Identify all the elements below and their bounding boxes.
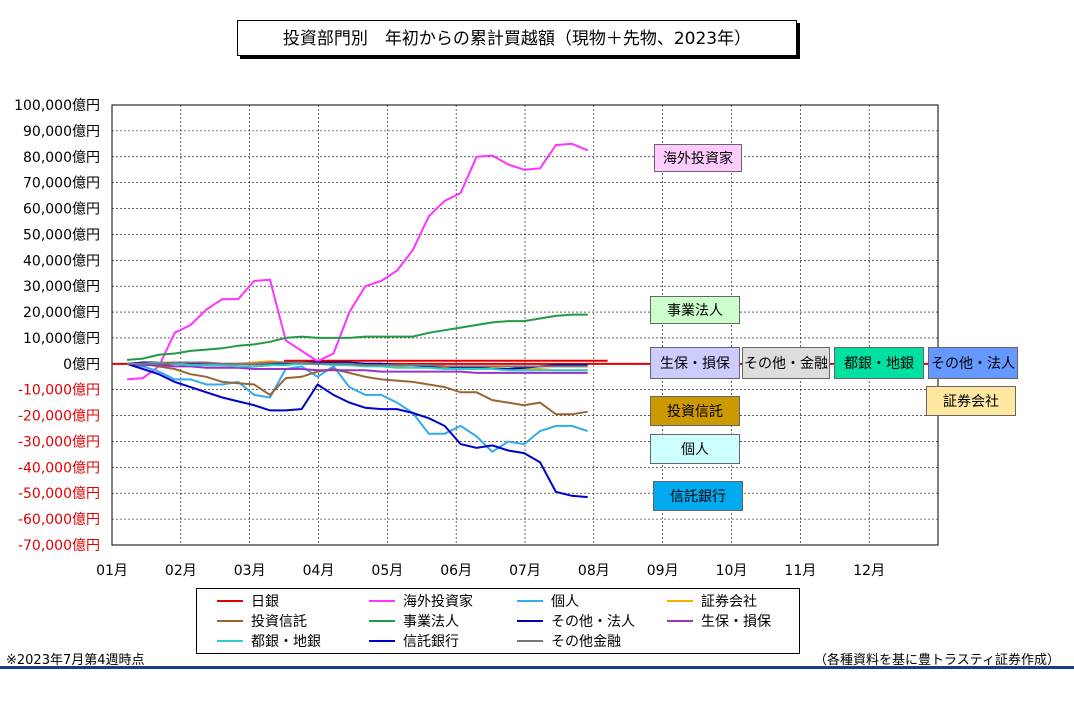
y-tick-label: -10,000億円 xyxy=(18,383,100,399)
y-tick-label: -50,000億円 xyxy=(18,486,100,502)
series-line-都銀・地銀 xyxy=(127,361,588,372)
legend-item-証券会社: 証券会社 xyxy=(667,591,757,611)
annotation-海外投資家: 海外投資家 xyxy=(654,144,742,172)
y-tick-label: 50,000億円 xyxy=(23,227,100,243)
x-tick-label: 06月 xyxy=(440,563,472,579)
y-tick-label: 90,000億円 xyxy=(23,124,100,140)
chart-title: 投資部門別 年初からの累計買越額（現物＋先物、2023年） xyxy=(237,20,797,56)
legend-item-その他・法人: その他・法人 xyxy=(517,611,635,631)
legend-label: 投資信託 xyxy=(251,614,307,630)
legend-label: 証券会社 xyxy=(701,594,757,610)
legend-swatch xyxy=(667,620,693,622)
legend-item-海外投資家: 海外投資家 xyxy=(369,591,473,611)
legend-item-日銀: 日銀 xyxy=(217,591,279,611)
x-tick-label: 11月 xyxy=(784,563,816,579)
x-tick-label: 04月 xyxy=(303,563,335,579)
x-tick-label: 12月 xyxy=(853,563,885,579)
legend-item-その他金融: その他金融 xyxy=(517,631,621,651)
annotation-信託銀行: 信託銀行 xyxy=(653,481,743,511)
series-line-信託銀行 xyxy=(126,362,588,499)
y-tick-label: 60,000億円 xyxy=(23,202,100,218)
legend-swatch xyxy=(369,600,395,602)
y-tick-label: 30,000億円 xyxy=(23,279,100,295)
legend-label: その他金融 xyxy=(551,634,621,650)
legend-item-生保・損保: 生保・損保 xyxy=(667,611,771,631)
series-line-投資信託 xyxy=(127,362,588,416)
annotation-個人: 個人 xyxy=(650,434,740,464)
legend-swatch xyxy=(217,600,243,602)
y-tick-label: -30,000億円 xyxy=(18,434,100,450)
y-tick-label: 20,000億円 xyxy=(23,305,100,321)
chart-legend: 日銀 海外投資家 個人 証券会社投資信託 事業法人 その他・法人 生保・損保都銀・地銀 信託銀… xyxy=(196,588,800,654)
annotation-生保・損保: 生保・損保 xyxy=(650,347,740,379)
annotation-都銀・地銀: 都銀・地銀 xyxy=(834,347,924,379)
y-tick-label: -40,000億円 xyxy=(18,460,100,476)
annotation-証券会社: 証券会社 xyxy=(926,386,1016,416)
y-tick-label: 10,000億円 xyxy=(23,331,100,347)
series-line-生保・損保 xyxy=(126,362,588,374)
y-tick-label: -70,000億円 xyxy=(18,538,100,554)
legend-label: 事業法人 xyxy=(403,614,459,630)
series-line-個人 xyxy=(126,362,589,454)
x-tick-label: 02月 xyxy=(165,563,197,579)
series-line-事業法人 xyxy=(126,313,588,361)
y-tick-label: 40,000億円 xyxy=(23,253,100,269)
legend-item-個人: 個人 xyxy=(517,591,579,611)
annotation-その他・金融: その他・金融 xyxy=(742,347,830,379)
bottom-divider xyxy=(0,666,1074,669)
legend-item-投資信託: 投資信託 xyxy=(217,611,307,631)
x-tick-label: 08月 xyxy=(578,563,610,579)
legend-label: 個人 xyxy=(551,594,579,610)
legend-label: 日銀 xyxy=(251,594,279,610)
legend-swatch xyxy=(517,600,543,602)
legend-item-信託銀行: 信託銀行 xyxy=(369,631,459,651)
y-tick-label: -20,000億円 xyxy=(18,409,100,425)
x-tick-label: 01月 xyxy=(96,563,128,579)
legend-swatch xyxy=(667,600,693,602)
legend-label: 生保・損保 xyxy=(701,614,771,630)
legend-swatch xyxy=(217,640,243,642)
legend-label: 海外投資家 xyxy=(403,594,473,610)
y-tick-label: 100,000億円 xyxy=(14,98,100,114)
x-tick-label: 09月 xyxy=(647,563,679,579)
legend-swatch xyxy=(369,620,395,622)
annotation-その他・法人: その他・法人 xyxy=(928,347,1018,379)
annotation-投資信託: 投資信託 xyxy=(650,396,740,426)
footnote-date: ※2023年7月第4週時点 xyxy=(6,653,145,668)
legend-swatch xyxy=(517,640,543,642)
legend-label: その他・法人 xyxy=(551,614,635,630)
x-tick-label: 10月 xyxy=(716,563,748,579)
x-tick-label: 07月 xyxy=(509,563,541,579)
legend-swatch xyxy=(217,620,243,622)
x-tick-label: 05月 xyxy=(371,563,403,579)
x-tick-label: 03月 xyxy=(234,563,266,579)
legend-item-事業法人: 事業法人 xyxy=(369,611,459,631)
y-tick-label: 70,000億円 xyxy=(23,176,100,192)
y-tick-label: 0億円 xyxy=(63,357,100,373)
legend-label: 信託銀行 xyxy=(403,634,459,650)
y-tick-label: -60,000億円 xyxy=(18,512,100,528)
legend-item-都銀・地銀: 都銀・地銀 xyxy=(217,631,321,651)
legend-swatch xyxy=(517,620,543,622)
legend-label: 都銀・地銀 xyxy=(251,634,321,650)
footnote-source: （各種資料を基に豊トラスティ証券作成） xyxy=(814,653,1060,668)
annotation-事業法人: 事業法人 xyxy=(650,296,740,324)
legend-swatch xyxy=(369,640,395,642)
series-line-その他金融 xyxy=(127,361,588,368)
series-line-海外投資家 xyxy=(126,142,589,381)
y-tick-label: 80,000億円 xyxy=(23,150,100,166)
